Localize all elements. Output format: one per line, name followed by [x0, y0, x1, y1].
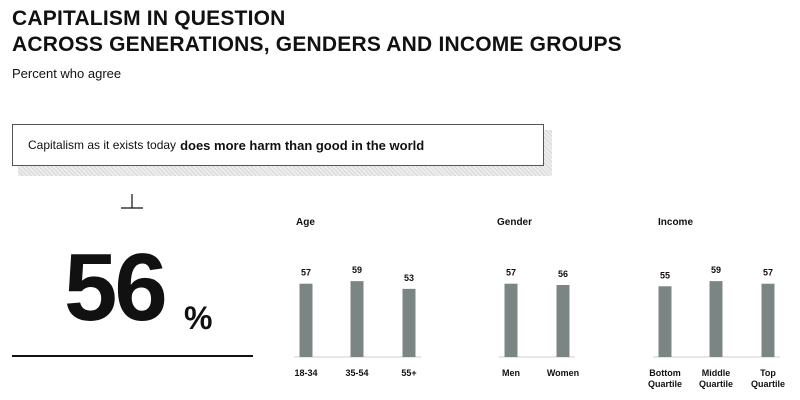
overall-underline: [12, 355, 253, 357]
age-category-label: 18-34: [294, 368, 317, 378]
subtitle: Percent who agree: [12, 66, 122, 81]
income-value-label: 57: [763, 268, 773, 278]
income-bar: [761, 283, 775, 357]
age-bar: [402, 288, 416, 357]
statement-box: Capitalism as it exists today does more …: [12, 124, 544, 166]
pointer-tick-icon: [121, 194, 143, 209]
age-bar: [299, 283, 313, 357]
age-value-label: 57: [301, 268, 311, 278]
income-category-label: Top: [760, 368, 776, 378]
gender-category-label: Women: [547, 368, 579, 378]
income-bar: [658, 286, 672, 357]
income-category-label: Quartile: [751, 379, 785, 389]
statement-prefix: Capitalism as it exists today: [28, 138, 177, 152]
statement-emphasis: does more harm than good in the world: [180, 137, 425, 153]
age-category-label: 35-54: [345, 368, 368, 378]
age-bar: [350, 281, 364, 357]
income-group-label: Income: [658, 217, 693, 228]
gender-bar: [504, 283, 518, 357]
age-value-label: 53: [404, 273, 414, 283]
gender-value-label: 56: [558, 269, 568, 279]
income-category-label: Quartile: [699, 379, 733, 389]
income-bar: [709, 281, 723, 357]
income-category-label: Quartile: [648, 379, 682, 389]
income-category-label: Bottom: [649, 368, 681, 378]
gender-group-label: Gender: [497, 217, 532, 228]
income-category-label: Middle: [702, 368, 731, 378]
gender-value-label: 57: [506, 268, 516, 278]
title-line-2: ACROSS GENERATIONS, GENDERS AND INCOME G…: [12, 33, 622, 56]
overall-percent-value: 56: [64, 234, 168, 341]
page-title: CAPITALISM IN QUESTION ACROSS GENERATION…: [12, 6, 622, 58]
overall-percent-sign: %: [184, 300, 213, 336]
title-line-1: CAPITALISM IN QUESTION: [12, 7, 286, 30]
age-category-label: 55+: [401, 368, 416, 378]
age-value-label: 59: [352, 265, 362, 275]
age-group-label: Age: [296, 217, 315, 228]
gender-category-label: Men: [502, 368, 520, 378]
gender-bar: [556, 285, 570, 357]
income-value-label: 55: [660, 270, 670, 280]
income-value-label: 59: [711, 265, 721, 275]
